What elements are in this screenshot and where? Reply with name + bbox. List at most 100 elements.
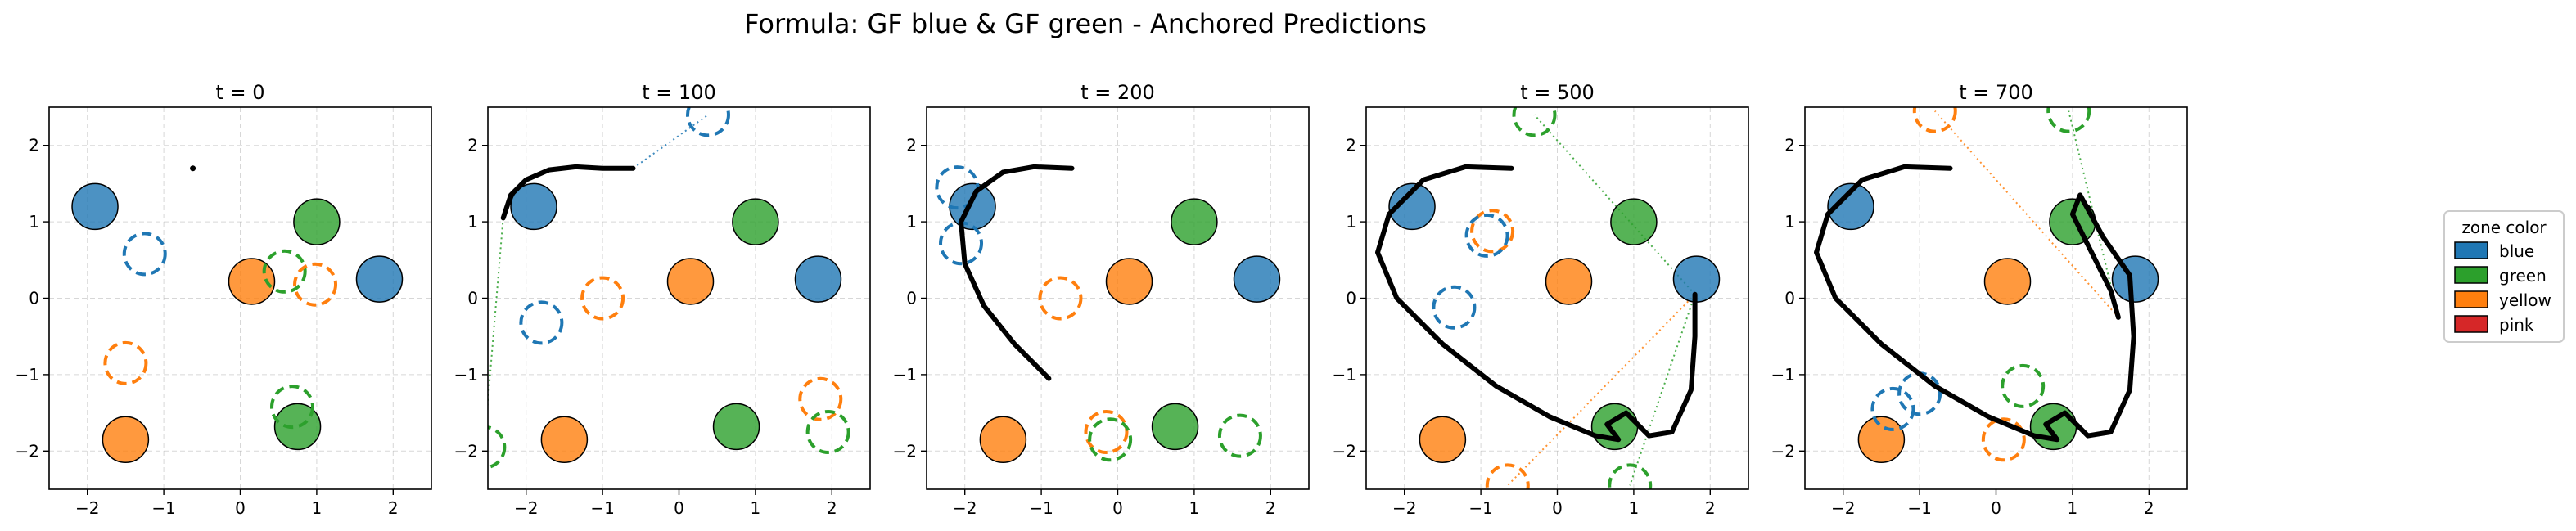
panel-title: t = 500 — [1520, 81, 1595, 104]
x-tick-label: −1 — [1029, 498, 1053, 518]
prediction-green — [488, 425, 507, 470]
zone-yellow — [1857, 416, 1906, 464]
prediction-yellow — [1084, 409, 1129, 454]
prediction-blue — [1432, 285, 1477, 330]
panel-1: t = 100 −2 −1 0 1 2 −2 −1 0 1 2 — [454, 81, 871, 518]
x-tick-label: 0 — [1991, 498, 2001, 518]
x-tick-label: −2 — [1392, 498, 1416, 518]
x-tick-label: −2 — [514, 498, 538, 518]
prediction-yellow — [1470, 209, 1515, 254]
x-tick-label: 0 — [674, 498, 684, 518]
y-tick-label: 1 — [1784, 212, 1795, 232]
prediction-blue — [122, 232, 167, 277]
link-line-green — [1533, 114, 1696, 295]
zone-green — [273, 403, 322, 451]
prediction-yellow — [1485, 463, 1530, 489]
plot-area — [488, 107, 850, 470]
y-tick-label: 2 — [467, 136, 478, 155]
trajectory-line — [500, 164, 636, 221]
prediction-green — [270, 385, 315, 430]
y-tick-label: −1 — [893, 365, 917, 385]
zone-blue — [1388, 182, 1436, 231]
panel-2: t = 200 −2 −1 0 1 2 −2 −1 0 1 2 — [893, 81, 1310, 518]
legend-entry-blue: blue — [2454, 241, 2534, 261]
y-tick-label: 1 — [1346, 212, 1356, 232]
plot-area — [71, 165, 404, 464]
link-line-green — [2068, 110, 2119, 318]
x-tick-label: −1 — [1468, 498, 1492, 518]
x-tick-label: 2 — [1265, 498, 1276, 518]
y-tick-label: −1 — [454, 365, 478, 385]
zone-green — [1151, 403, 1199, 451]
prediction-blue — [1870, 386, 1915, 431]
y-tick-label: 0 — [906, 289, 917, 308]
prediction-yellow — [580, 276, 625, 321]
zone-blue — [71, 182, 119, 231]
prediction-green — [805, 409, 850, 454]
zone-blue — [1827, 182, 1874, 231]
zone-green — [712, 403, 760, 451]
x-tick-label: −1 — [1907, 498, 1931, 518]
zone-blue — [510, 182, 557, 231]
prediction-blue — [685, 107, 730, 137]
y-tick-label: −2 — [16, 441, 39, 461]
trajectory-line — [1375, 164, 1698, 443]
y-tick-label: 0 — [1784, 289, 1795, 308]
zone-yellow — [102, 416, 150, 464]
panel-4: t = 700 −2 −1 0 1 2 −2 −1 0 1 2 — [1771, 81, 2188, 518]
x-tick-label: 1 — [751, 498, 761, 518]
trajectory-line — [959, 164, 1075, 381]
link-line-yellow — [1507, 294, 1696, 487]
y-tick-label: 1 — [467, 212, 478, 232]
prediction-yellow — [1981, 417, 2026, 462]
prediction-blue — [519, 300, 564, 345]
panels: t = 0 −2 −1 0 1 2 −2 −1 0 1 2 t = 100 −2 −1 0 1 2 −2 −1 0 1 2… — [16, 81, 2188, 518]
panel-title: t = 700 — [1959, 81, 2033, 104]
figure-title: Formula: GF blue & GF green - Anchored P… — [744, 8, 1427, 39]
panel-0: t = 0 −2 −1 0 1 2 −2 −1 0 1 2 — [16, 81, 432, 518]
y-tick-label: 0 — [1346, 289, 1356, 308]
prediction-green — [2046, 107, 2091, 133]
y-tick-label: −2 — [454, 441, 478, 461]
panel-3: t = 500 −2 −1 0 1 2 −2 −1 0 1 2 — [1333, 81, 1749, 518]
zone-green — [2029, 403, 2077, 451]
y-tick-label: 0 — [29, 289, 39, 308]
legend-swatch-green — [2454, 266, 2488, 284]
zone-yellow — [1983, 258, 2032, 305]
panel-title: t = 0 — [215, 81, 264, 104]
legend-label-yellow: yellow — [2499, 290, 2551, 310]
y-tick-label: 1 — [906, 212, 917, 232]
y-tick-label: 2 — [1346, 136, 1356, 155]
zone-yellow — [979, 416, 1027, 464]
prediction-green — [262, 249, 307, 294]
zone-yellow — [1545, 258, 1593, 305]
zone-blue — [794, 255, 842, 303]
x-tick-label: 2 — [388, 498, 399, 518]
plot-area — [1814, 107, 2159, 464]
prediction-yellow — [798, 376, 843, 421]
panel-title: t = 200 — [1080, 81, 1155, 104]
zone-green — [1171, 198, 1218, 245]
x-tick-label: 1 — [312, 498, 323, 518]
y-tick-label: −2 — [1333, 441, 1356, 461]
legend: zone color blue green yellow pink — [2443, 210, 2565, 343]
x-tick-label: 1 — [2068, 498, 2078, 518]
prediction-yellow — [103, 340, 148, 385]
x-tick-label: 1 — [1189, 498, 1200, 518]
prediction-yellow — [1038, 276, 1083, 321]
x-tick-label: 0 — [1552, 498, 1563, 518]
plot-area — [935, 164, 1281, 464]
legend-entry-green: green — [2454, 266, 2547, 286]
prediction-yellow — [293, 262, 338, 307]
prediction-green — [1217, 413, 1262, 458]
legend-entry-yellow: yellow — [2454, 290, 2551, 310]
trajectory-line — [1814, 164, 2136, 443]
x-tick-label: 2 — [1705, 498, 1716, 518]
zone-blue — [1233, 255, 1281, 303]
y-tick-label: 2 — [1784, 136, 1795, 155]
y-tick-label: 0 — [467, 289, 478, 308]
legend-swatch-blue — [2454, 241, 2488, 259]
x-tick-label: −1 — [151, 498, 175, 518]
link-line-green — [1629, 294, 1696, 486]
